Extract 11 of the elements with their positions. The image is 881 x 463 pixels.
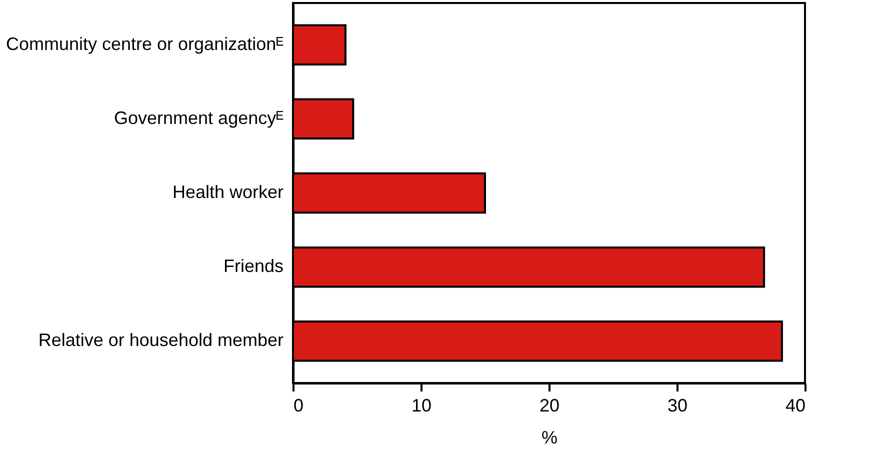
x-tick-label: 0 <box>294 396 304 416</box>
y-tick-label: Government agencyᴱ <box>114 108 284 128</box>
x-axis-title: % <box>541 428 558 448</box>
x-tick-label: 30 <box>667 396 688 416</box>
y-tick-label: Friends <box>223 256 284 276</box>
x-tick-label: 40 <box>785 396 806 416</box>
y-tick-label: Community centre or organizationᴱ <box>6 34 284 54</box>
x-tick-label: 10 <box>411 396 432 416</box>
x-tick-label: 20 <box>539 396 560 416</box>
y-tick-label: Relative or household member <box>38 330 284 350</box>
y-tick-label: Health worker <box>172 182 284 202</box>
